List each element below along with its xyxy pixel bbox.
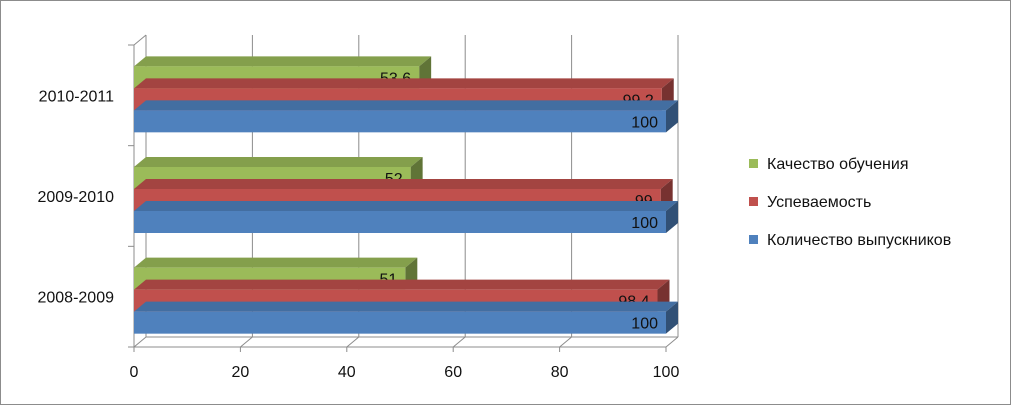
bar [134,311,666,334]
axis-depth-top [133,34,147,46]
floor-gridline [240,336,253,348]
bar-top-face [134,157,423,167]
x-tick-label: 0 [130,364,139,381]
x-tick-label: 60 [444,364,462,381]
bar-top-face [134,201,678,211]
bar-top-face [134,301,678,312]
data-label: 100 [631,215,658,232]
bar-top-face [134,56,432,67]
category-label: 2010-2011 [39,88,114,105]
bar-side-face [666,100,678,133]
category-label: 2009-2010 [37,189,114,206]
x-tick-label: 100 [653,364,680,381]
bar [134,211,666,233]
bar [134,110,666,133]
floor-gridline [346,336,360,348]
bar-top-face [134,100,678,111]
legend-label: Качество обучения [767,156,908,173]
data-label: 100 [631,114,658,131]
legend-label: Количество выпускников [767,232,951,249]
x-tick-label: 40 [338,364,356,381]
floor-gridline [133,336,147,348]
legend-swatch [749,197,758,206]
floor-gridline [559,336,572,348]
bar-top-face [134,279,670,290]
legend-label: Успеваемость [767,194,871,211]
x-tick-label: 80 [551,364,569,381]
floor-gridline [452,336,466,348]
bar-side-face [666,301,678,334]
x-tick-label: 20 [232,364,250,381]
floor-gridline [665,336,679,348]
bar-top-face [134,179,673,189]
data-label: 100 [631,316,658,333]
category-label: 2008-2009 [37,290,114,307]
bar-top-face [134,78,674,89]
bar-side-face [666,201,678,233]
legend-swatch [749,159,758,168]
bar-top-face [134,257,418,268]
legend-swatch [749,235,758,244]
